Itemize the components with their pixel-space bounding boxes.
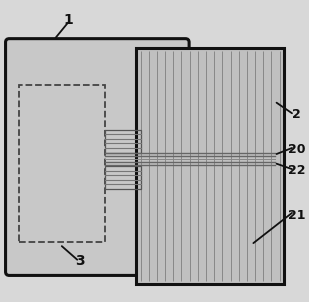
FancyBboxPatch shape — [6, 39, 189, 275]
Bar — [105, 130, 141, 153]
Text: 21: 21 — [288, 209, 305, 223]
Text: 22: 22 — [288, 164, 305, 177]
Bar — [136, 48, 284, 284]
Bar — [19, 85, 105, 242]
Text: 3: 3 — [75, 254, 85, 268]
Text: 1: 1 — [63, 13, 73, 27]
Text: 20: 20 — [288, 143, 305, 156]
Text: 2: 2 — [292, 108, 301, 121]
Bar — [105, 166, 141, 189]
